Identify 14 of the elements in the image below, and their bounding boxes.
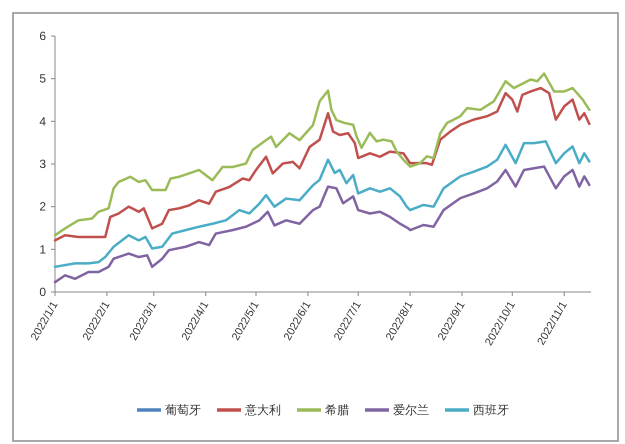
legend-label: 葡萄牙 [165, 403, 201, 417]
y-tick-label: 1 [39, 242, 46, 256]
y-tick-label: 2 [39, 200, 46, 214]
y-tick-label: 0 [39, 285, 46, 299]
y-tick-label: 3 [39, 157, 46, 171]
y-tick-label: 4 [39, 114, 46, 128]
line-series [54, 165, 591, 284]
y-tick-label: 5 [39, 72, 46, 86]
legend-label: 西班牙 [473, 403, 509, 417]
y-tick-label: 6 [39, 29, 46, 43]
legend-label: 希腊 [325, 403, 349, 417]
line-series [54, 140, 591, 268]
legend-label: 爱尔兰 [393, 403, 429, 417]
legend-label: 意大利 [244, 403, 281, 417]
